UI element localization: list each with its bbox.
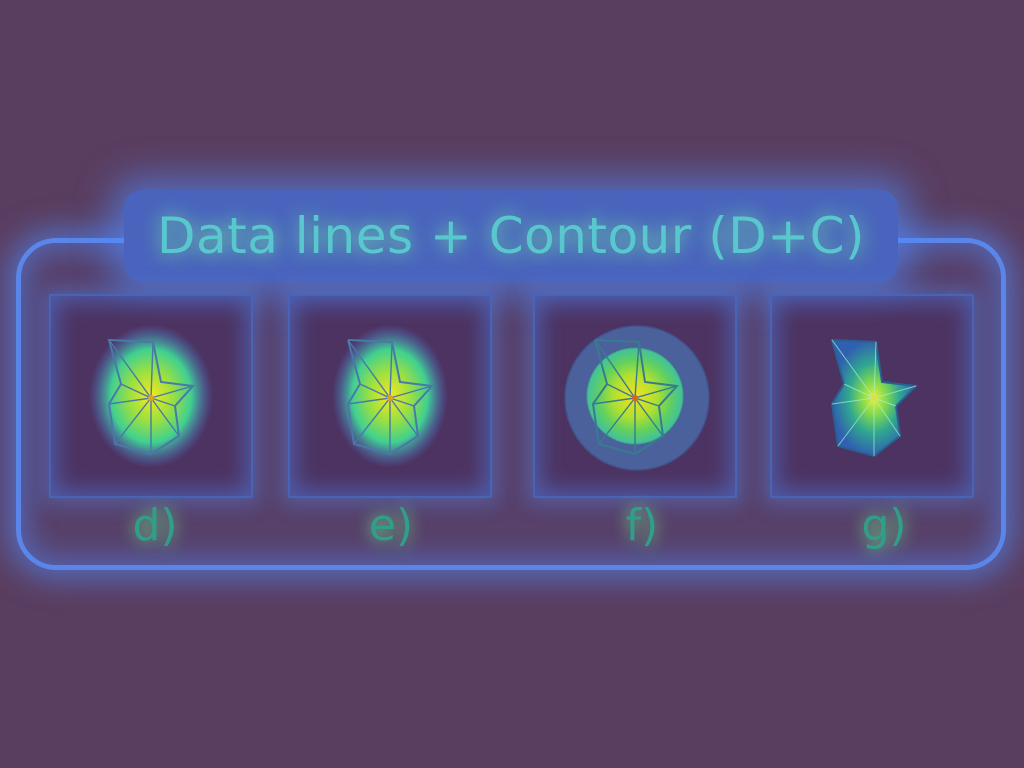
data-lines-g [831, 339, 917, 456]
star-glyph-e [332, 324, 448, 468]
panel-label-g: g) [861, 500, 907, 551]
group-title-box: Data lines + Contour (D+C) [124, 190, 898, 282]
contour-polygon-e [346, 339, 435, 456]
panel-f [533, 294, 737, 498]
panel-label-d: d) [132, 500, 178, 551]
panel-label-f: f) [625, 500, 659, 551]
data-lines-f [592, 339, 678, 454]
panel-label-e: e) [368, 500, 414, 551]
data-lines-d [108, 339, 194, 454]
center-point-f [632, 395, 638, 401]
contour-polygon-f [591, 339, 680, 456]
group-title: Data lines + Contour (D+C) [156, 207, 866, 265]
panel-g [770, 294, 974, 498]
data-lines-e [347, 339, 433, 454]
center-point-d [148, 395, 154, 401]
center-point-e [387, 395, 393, 401]
panel-d [49, 294, 253, 498]
star-glyph-d [89, 324, 213, 468]
panel-e [288, 294, 492, 498]
star-glyph-f [564, 325, 710, 471]
star-glyph-g [830, 338, 919, 458]
center-point-g [871, 395, 877, 401]
